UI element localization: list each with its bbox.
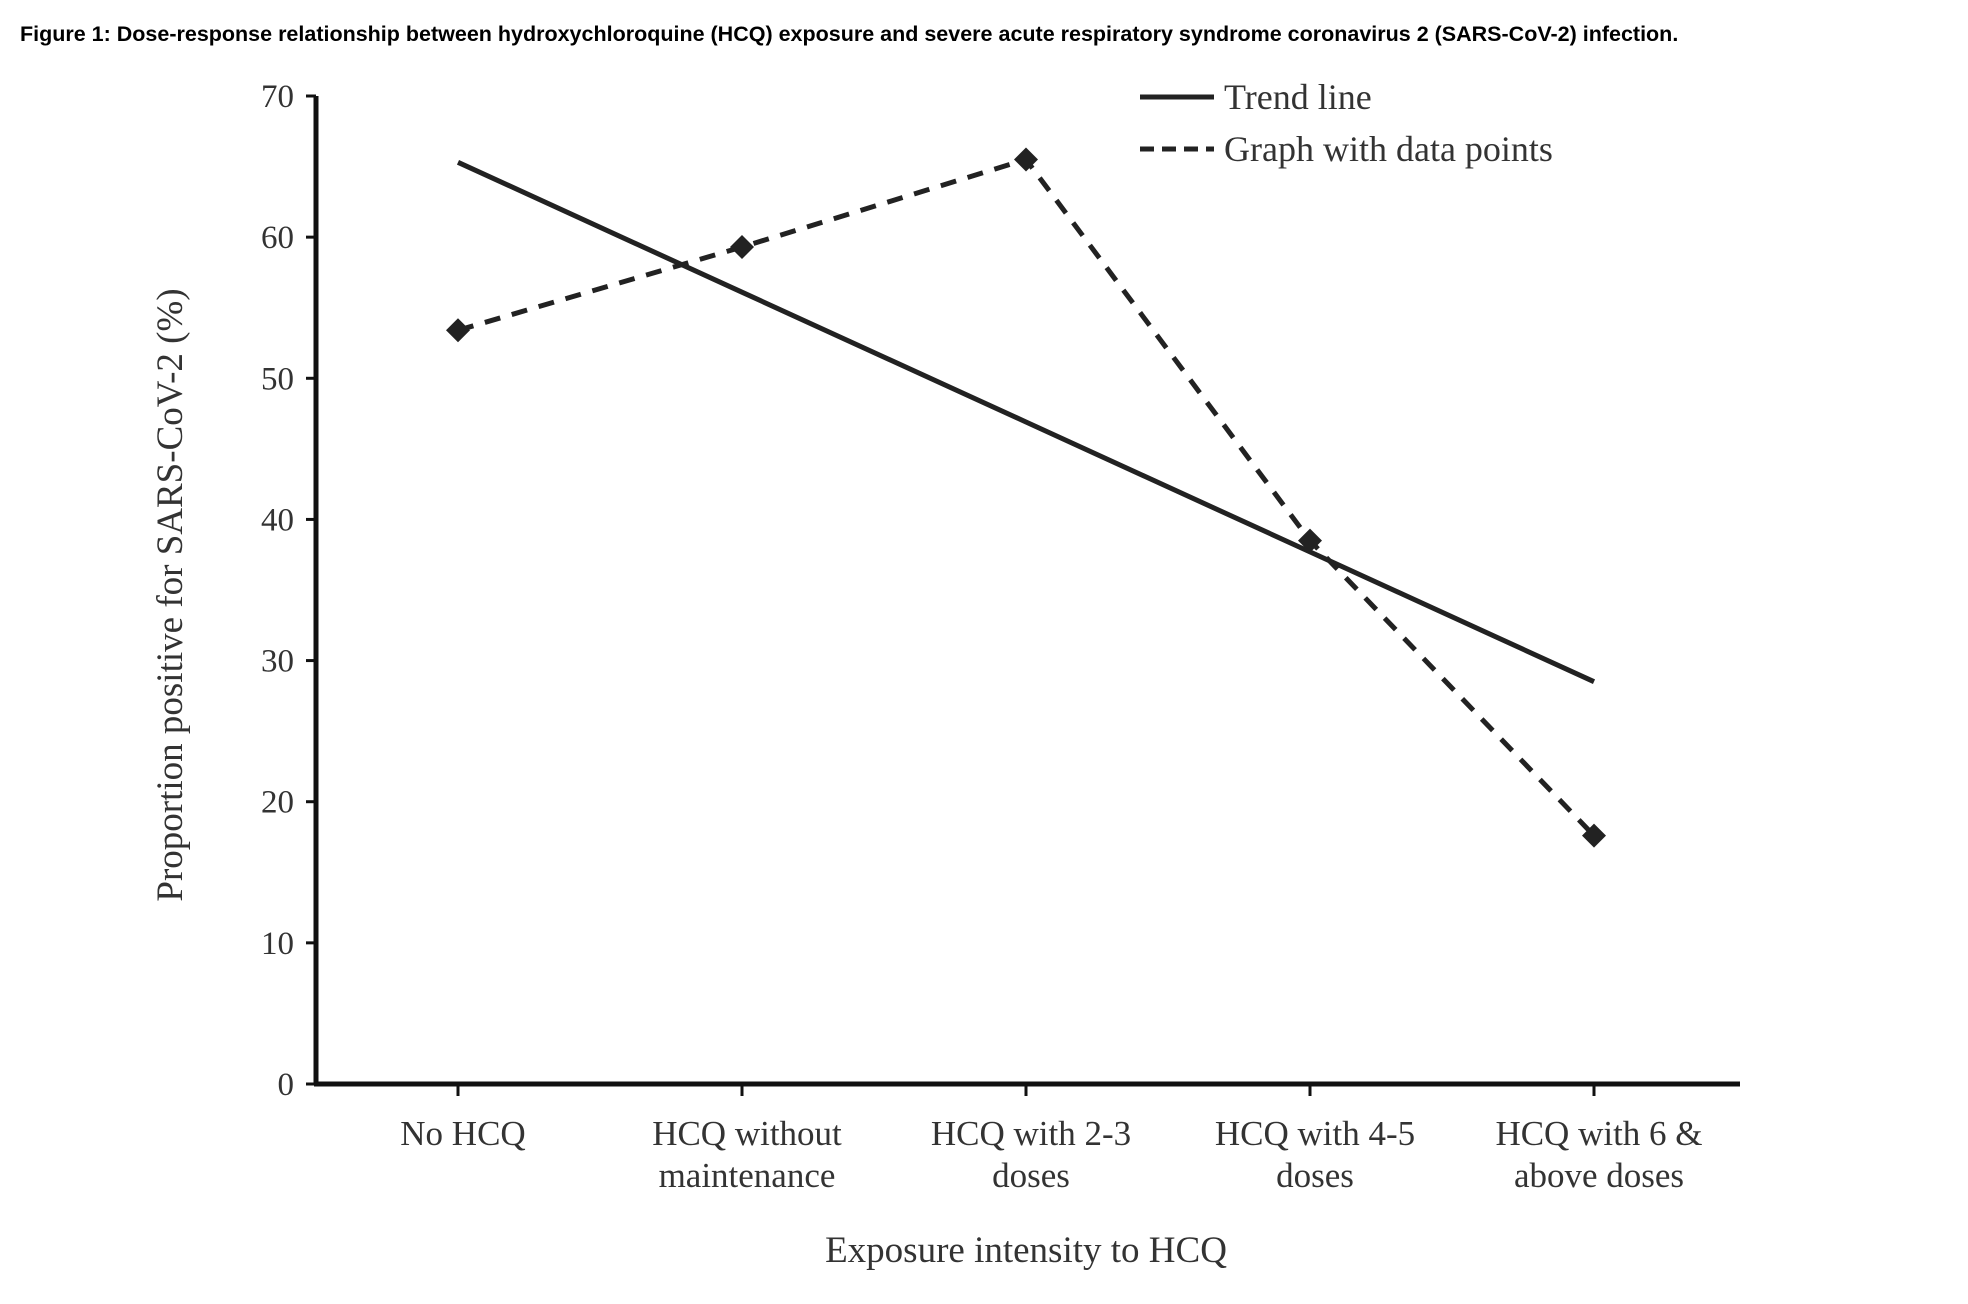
y-tick-label: 20 xyxy=(261,785,294,821)
y-tick-label: 10 xyxy=(261,926,294,962)
y-tick-label: 70 xyxy=(261,79,294,115)
data-point-marker xyxy=(730,235,754,260)
x-category-label: HCQ with 2-3 doses xyxy=(931,1114,1131,1195)
data-point-marker xyxy=(1582,823,1606,848)
data-points-line xyxy=(457,156,1596,838)
x-category-label: HCQ with 6 & above doses xyxy=(1495,1114,1702,1195)
y-tick-label: 50 xyxy=(261,361,294,397)
x-category-label-line: No HCQ xyxy=(400,1114,525,1153)
figure-caption: Figure 1: Dose-response relationship bet… xyxy=(20,22,1679,46)
legend-label: Graph with data points xyxy=(1224,129,1553,169)
axes xyxy=(306,94,1740,1096)
x-category-label-line: doses xyxy=(1276,1156,1354,1195)
y-tick-label: 30 xyxy=(261,644,294,680)
legend-label: Trend line xyxy=(1224,77,1372,117)
x-category-label-line: doses xyxy=(992,1156,1070,1195)
x-category-label-line: HCQ with 2-3 xyxy=(931,1114,1131,1153)
x-category-label-line: HCQ with 4-5 xyxy=(1215,1114,1415,1153)
x-category-label-line: above doses xyxy=(1514,1156,1684,1195)
x-category-label-line: HCQ without xyxy=(652,1114,842,1153)
data-point-marker xyxy=(1014,147,1038,172)
data-point-marker xyxy=(446,318,470,343)
x-category-label-line: HCQ with 6 & xyxy=(1495,1114,1702,1153)
x-category-label: No HCQ xyxy=(400,1114,525,1153)
y-tick-label: 0 xyxy=(278,1067,295,1103)
y-axis-title: Proportion positive for SARS-CoV-2 (%) xyxy=(150,288,191,901)
x-category-label: HCQ with 4-5 doses xyxy=(1215,1114,1415,1195)
trend-line xyxy=(456,160,1596,684)
y-tick-label: 40 xyxy=(261,502,294,538)
y-tick-label: 60 xyxy=(261,220,294,256)
series-layer xyxy=(446,147,1606,848)
legend: Trend line Graph with data points xyxy=(1140,77,1553,169)
x-axis-title: Exposure intensity to HCQ xyxy=(825,1230,1227,1271)
x-category-label: HCQ without maintenance xyxy=(652,1114,842,1195)
x-category-label-line: maintenance xyxy=(659,1156,836,1195)
data-point-marker xyxy=(1298,528,1322,553)
labels-layer: Proportion positive for SARS-CoV-2 (%) E… xyxy=(150,79,1703,1271)
